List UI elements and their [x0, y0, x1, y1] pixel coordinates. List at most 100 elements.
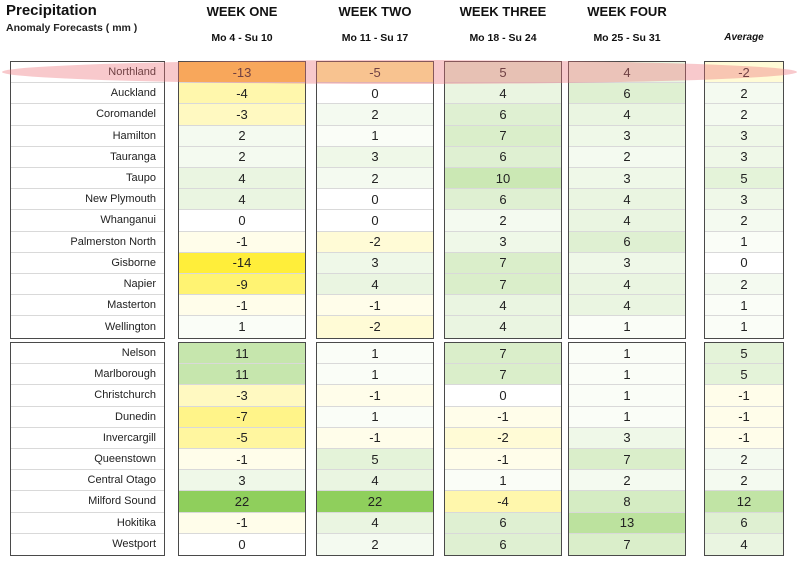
week-four-header: WEEK FOUR — [587, 4, 667, 19]
region-label: Palmerston North — [11, 232, 164, 253]
week-four-value-cell: 4 — [569, 189, 685, 211]
average-value-cell: 2 — [705, 83, 783, 105]
average-value-cell: -1 — [705, 385, 783, 407]
week-three-value-cell: 7 — [445, 274, 561, 296]
region-label: Whanganui — [11, 210, 164, 232]
average-value-cell: 5 — [705, 168, 783, 190]
average-value-cell: 6 — [705, 512, 783, 534]
week-four-value-cell: 4 — [569, 295, 685, 317]
average-value-cell: 1 — [705, 316, 783, 338]
week-four-value-cell: 1 — [569, 364, 685, 386]
region-label: Christchurch — [11, 385, 164, 407]
week-four-dates: Mo 25 - Su 31 — [593, 32, 661, 44]
average-value-cell: 2 — [705, 210, 783, 232]
week-three-value-cell: 2 — [445, 210, 561, 232]
week-two-value-cell: 3 — [317, 252, 433, 274]
week-three-value-cell: -4 — [445, 491, 561, 513]
week-two-value-cell: 2 — [317, 533, 433, 555]
week-four-value-cell: 7 — [569, 533, 685, 555]
week-three-dates: Mo 18 - Su 24 — [469, 32, 537, 44]
region-label: Taupo — [11, 168, 164, 190]
week-three-value-cell: 4 — [445, 83, 561, 105]
week-four-value-cell: 1 — [569, 385, 685, 407]
week-four-value-cell: 4 — [569, 62, 685, 84]
week-four-value-cell: 4 — [569, 210, 685, 232]
week-one-value-cell: 0 — [179, 210, 305, 232]
average-value-cell: 3 — [705, 125, 783, 147]
average-value-cell: -1 — [705, 406, 783, 428]
week-two-value-cell: -2 — [317, 316, 433, 338]
week-four-value-cell: 2 — [569, 146, 685, 168]
average-value-cell: -1 — [705, 427, 783, 449]
week-two-value-cell: 1 — [317, 364, 433, 386]
week-two-value-cell: 1 — [317, 343, 433, 365]
week-one-value-cell: -5 — [179, 427, 305, 449]
week-two-value-cell: 1 — [317, 125, 433, 147]
average-value-cell: 3 — [705, 146, 783, 168]
week-one-value-cell: -3 — [179, 104, 305, 126]
week-two-column-group-1: -5 0 2 1 3 2 0 0 -2 3 4 -1 -2 — [316, 61, 434, 339]
week-one-value-cell: -1 — [179, 449, 305, 471]
week-four-value-cell: 1 — [569, 316, 685, 338]
week-one-value-cell: 11 — [179, 364, 305, 386]
region-label: Dunedin — [11, 407, 164, 428]
week-four-column-group-2: 1 1 1 1 3 7 2 8 13 7 — [568, 342, 686, 556]
week-two-value-cell: 22 — [317, 491, 433, 513]
week-one-value-cell: -9 — [179, 274, 305, 296]
average-value-cell: 12 — [705, 491, 783, 513]
average-value-cell: 4 — [705, 533, 783, 555]
region-column-group-2: Nelson Marlborough Christchurch Dunedin Inve… — [10, 342, 165, 556]
week-two-value-cell: 1 — [317, 406, 433, 428]
region-label: Hokitika — [11, 513, 164, 534]
week-one-value-cell: 4 — [179, 189, 305, 211]
week-two-value-cell: 4 — [317, 512, 433, 534]
week-two-value-cell: 0 — [317, 210, 433, 232]
week-three-value-cell: 1 — [445, 470, 561, 492]
average-value-cell: 5 — [705, 343, 783, 365]
week-one-value-cell: -1 — [179, 231, 305, 253]
region-label: Queenstown — [11, 449, 164, 471]
region-label: Napier — [11, 274, 164, 296]
week-two-value-cell: 0 — [317, 83, 433, 105]
week-three-value-cell: 6 — [445, 189, 561, 211]
chart-title: Precipitation — [6, 2, 97, 19]
week-three-value-cell: 6 — [445, 146, 561, 168]
region-label: Central Otago — [11, 470, 164, 492]
week-two-value-cell: 4 — [317, 274, 433, 296]
week-one-value-cell: -1 — [179, 295, 305, 317]
week-one-value-cell: -3 — [179, 385, 305, 407]
week-four-value-cell: 4 — [569, 104, 685, 126]
week-two-value-cell: 2 — [317, 168, 433, 190]
region-label: Northland — [11, 62, 164, 84]
average-value-cell: -2 — [705, 62, 783, 84]
average-value-cell: 0 — [705, 252, 783, 274]
region-label: Marlborough — [11, 364, 164, 386]
week-four-value-cell: 7 — [569, 449, 685, 471]
week-four-value-cell: 3 — [569, 427, 685, 449]
week-two-value-cell: 5 — [317, 449, 433, 471]
average-value-cell: 5 — [705, 364, 783, 386]
week-four-value-cell: 3 — [569, 252, 685, 274]
week-four-value-cell: 4 — [569, 274, 685, 296]
week-four-value-cell: 2 — [569, 470, 685, 492]
average-value-cell: 3 — [705, 189, 783, 211]
region-label: Wellington — [104, 320, 156, 333]
region-label: Gisborne — [11, 253, 164, 274]
week-two-header: WEEK TWO — [338, 4, 412, 19]
week-three-column-group-2: 7 7 0 -1 -2 -1 1 -4 6 6 — [444, 342, 562, 556]
region-label: Masterton — [11, 295, 164, 317]
average-value-cell: 2 — [705, 104, 783, 126]
region-label: Coromandel — [11, 104, 164, 126]
region-label: Auckland — [11, 83, 164, 105]
week-three-value-cell: 4 — [445, 295, 561, 317]
week-one-value-cell: 2 — [179, 146, 305, 168]
week-two-value-cell: -2 — [317, 231, 433, 253]
week-one-value-cell: -14 — [179, 252, 305, 274]
week-four-value-cell: 13 — [569, 512, 685, 534]
week-one-header: WEEK ONE — [206, 4, 278, 19]
average-value-cell: 2 — [705, 449, 783, 471]
week-one-dates: Mo 4 - Su 10 — [211, 32, 273, 44]
week-two-value-cell: -1 — [317, 295, 433, 317]
region-label: Hamilton — [11, 126, 164, 147]
week-two-value-cell: -1 — [317, 385, 433, 407]
